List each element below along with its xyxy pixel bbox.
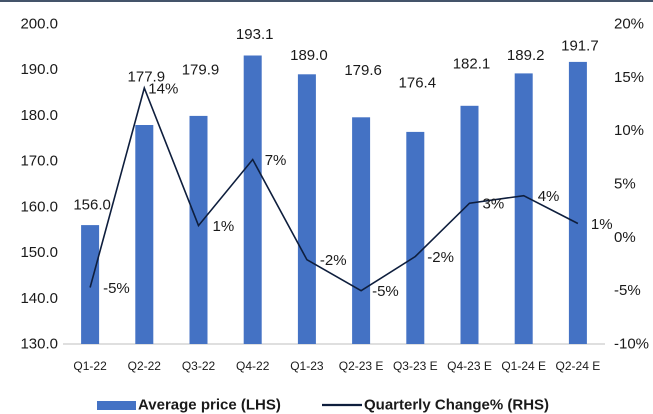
x-axis-categories: Q1-22 Q2-22 Q3-22 Q4-22 Q1-23 Q2-23 E Q3-23 E Q… [73,359,600,373]
line-data-labels: -5% 14% 1% 7% -2% -5% -2% 3% 4% 1% [103,81,612,301]
bar-q4-23-e [460,105,479,344]
line-label-q4-22: 7% [265,152,287,169]
bar-label-q2-24-e: 191.7 [561,37,599,54]
right-tick-label-1: 15% [614,69,644,86]
bar-q3-23-e [406,131,425,344]
bar-label-q2-23-e: 179.6 [344,62,382,79]
bar-q2-22 [135,125,154,344]
left-tick-label-160-0: 160.0 [20,198,58,215]
left-tick-label-170-0: 170.0 [20,153,58,170]
right-tick-label-2: 10% [614,122,644,139]
bar-label-q3-22: 179.9 [182,61,220,78]
left-tick-label-130-0: 130.0 [20,336,58,353]
left-tick-label-190-0: 190.0 [20,61,58,78]
bar-q1-23 [297,74,316,345]
line-series-quarterly-change [89,85,579,292]
line-label-q2-22: 14% [148,81,178,98]
category-label-q4-22: Q4-22 [236,359,270,373]
line-label-q3-23-e: -2% [427,249,454,266]
bar-label-q3-23-e: 176.4 [399,74,437,91]
bar-q1-24-e [514,73,533,345]
right-tick-label-0: 20% [614,16,644,33]
left-tick-label-150-0: 150.0 [20,244,58,261]
bar-series-average-price [81,55,587,345]
right-tick-label-6: -10% [614,336,649,353]
left-tick-label-180-0: 180.0 [20,107,58,124]
bar-label-q2-22: 177.9 [128,69,166,86]
bar-q4-22 [243,55,262,344]
legend-swatch-bar [97,401,136,410]
bar-q3-22 [189,115,208,345]
legend-item-quarterly-change: Quarterly Change% (RHS) [322,397,549,414]
quarterly-change-line [89,85,579,292]
category-label-q1-22: Q1-22 [73,359,107,373]
bar-q2-23-e [352,117,371,344]
bar-data-labels: 156.0 177.9 179.9 193.1 189.0 179.6 176.4 182.1… [73,26,598,214]
top-border [0,0,653,2]
bar-label-q4-22: 193.1 [236,26,274,43]
legend-label-quarterly-change: Quarterly Change% (RHS) [364,397,549,414]
line-label-q4-23-e: 3% [483,196,505,213]
category-label-q3-23-e: Q3-23 E [393,359,438,373]
category-label-q2-24-e: Q2-24 E [556,359,601,373]
line-label-q3-22: 1% [213,218,235,235]
left-axis-ticks: 200.0 190.0 180.0 170.0 160.0 150.0 140.0 130.0 [20,16,58,353]
line-label-q1-22: -5% [103,280,130,297]
bar-label-q1-22: 156.0 [73,197,111,214]
category-label-q3-22: Q3-22 [182,359,216,373]
right-tick-label-4: 0% [614,229,636,246]
bar-label-q4-23-e: 182.1 [453,55,491,72]
line-label-q1-24-e: 4% [538,188,560,205]
right-tick-label-3: 5% [614,176,636,193]
category-label-q2-22: Q2-22 [128,359,162,373]
line-label-q2-23-e: -5% [372,283,399,300]
legend: Average price (LHS) Quarterly Change% (R… [97,397,549,414]
legend-item-average-price: Average price (LHS) [97,397,281,414]
bar-label-q1-23: 189.0 [290,47,328,64]
category-label-q2-23-e: Q2-23 E [339,359,384,373]
line-label-q1-23: -2% [320,252,347,269]
bar-q2-24-e [568,61,587,345]
right-tick-label-5: -5% [614,282,641,299]
legend-label-average-price: Average price (LHS) [138,397,281,414]
category-label-q4-23-e: Q4-23 E [447,359,492,373]
category-label-q1-23: Q1-23 [290,359,324,373]
line-label-q2-24-e: 1% [591,216,613,233]
bar-label-q1-24-e: 189.2 [507,47,545,64]
category-label-q1-24-e: Q1-24 E [501,359,546,373]
left-tick-label-200-0: 200.0 [20,16,58,33]
left-tick-label-140-0: 140.0 [20,290,58,307]
right-axis-ticks: 20% 15% 10% 5% 0% -5% -10% [614,16,649,353]
